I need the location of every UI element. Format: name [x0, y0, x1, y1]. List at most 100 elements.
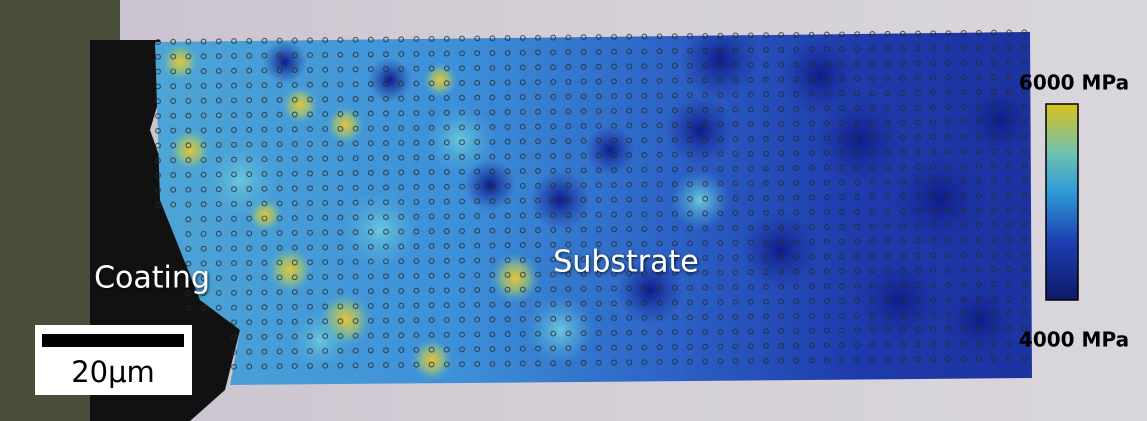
- indent: [580, 211, 587, 218]
- indent: [915, 163, 921, 170]
- indent: [671, 284, 678, 291]
- indent: [307, 37, 313, 44]
- indent: [383, 80, 389, 87]
- indent: [960, 222, 967, 229]
- indent: [535, 153, 541, 160]
- indent: [763, 313, 769, 320]
- indent: [246, 319, 253, 326]
- indent: [671, 166, 678, 173]
- indent: [231, 304, 237, 311]
- indent: [945, 89, 952, 96]
- indent: [687, 195, 693, 202]
- indent: [307, 126, 313, 133]
- indent: [839, 46, 845, 53]
- indent: [823, 135, 830, 142]
- indent: [170, 201, 177, 208]
- indent: [687, 314, 693, 321]
- indent: [854, 194, 861, 200]
- indent: [291, 333, 298, 340]
- indent: [261, 126, 268, 133]
- indent: [231, 363, 237, 370]
- indent: [687, 62, 693, 69]
- indent: [550, 227, 557, 233]
- indent: [413, 36, 420, 43]
- indent: [839, 268, 845, 275]
- indent: [535, 256, 541, 263]
- indent: [626, 33, 633, 40]
- indent: [367, 362, 374, 369]
- indent: [778, 357, 785, 364]
- indent: [459, 242, 465, 249]
- indent: [626, 92, 633, 99]
- indent: [899, 311, 906, 318]
- indent: [763, 106, 769, 113]
- hot-spot: [410, 338, 454, 382]
- indent: [626, 107, 633, 114]
- indent: [428, 243, 435, 250]
- indent: [717, 106, 724, 113]
- indent: [261, 289, 268, 296]
- indent: [504, 64, 511, 71]
- indent: [231, 348, 237, 355]
- indent: [352, 273, 359, 280]
- indent: [337, 125, 344, 132]
- indent: [671, 136, 678, 143]
- indent: [413, 198, 420, 205]
- indent: [991, 118, 997, 125]
- indent: [383, 125, 389, 132]
- indent: [215, 260, 222, 267]
- indent: [489, 35, 496, 42]
- indent: [656, 48, 663, 55]
- low-spot: [740, 210, 820, 290]
- indent: [246, 260, 253, 266]
- indent: [413, 184, 420, 191]
- indent: [1006, 103, 1013, 110]
- indent: [459, 168, 465, 175]
- indent: [823, 327, 830, 334]
- indent: [231, 38, 237, 45]
- indent: [322, 155, 329, 162]
- indent: [291, 141, 298, 148]
- colorbar-min: 4000 MPa: [1019, 328, 1129, 352]
- indent: [580, 300, 587, 307]
- indent: [155, 142, 161, 149]
- indent: [717, 358, 724, 365]
- indent: [854, 60, 861, 67]
- indent: [291, 229, 298, 236]
- indent: [231, 156, 237, 163]
- indent: [322, 362, 329, 369]
- indent: [504, 286, 511, 293]
- indent: [899, 356, 906, 363]
- indent: [991, 29, 997, 36]
- indent: [307, 81, 313, 88]
- indent: [383, 154, 389, 161]
- indent: [443, 183, 450, 190]
- indent: [413, 213, 420, 220]
- indent: [899, 30, 906, 37]
- indent: [565, 64, 572, 70]
- indent: [459, 139, 465, 146]
- indent: [428, 183, 435, 190]
- indent: [337, 229, 344, 236]
- indent: [474, 65, 481, 71]
- indent: [322, 214, 329, 221]
- indent: [611, 300, 617, 307]
- indent-grid: [155, 29, 1028, 370]
- indent: [763, 343, 769, 349]
- indent: [519, 168, 526, 175]
- indent: [337, 288, 344, 295]
- indent: [763, 135, 769, 142]
- indent: [337, 259, 344, 265]
- indent: [671, 329, 678, 336]
- indent: [398, 361, 405, 368]
- indent: [185, 157, 192, 164]
- indent: [565, 300, 572, 307]
- indent: [611, 196, 617, 203]
- indent: [854, 120, 861, 126]
- indent: [519, 94, 526, 101]
- indent: [823, 209, 830, 216]
- indent: [793, 76, 800, 83]
- indent: [884, 90, 891, 96]
- indent: [398, 184, 405, 191]
- indent: [747, 195, 754, 202]
